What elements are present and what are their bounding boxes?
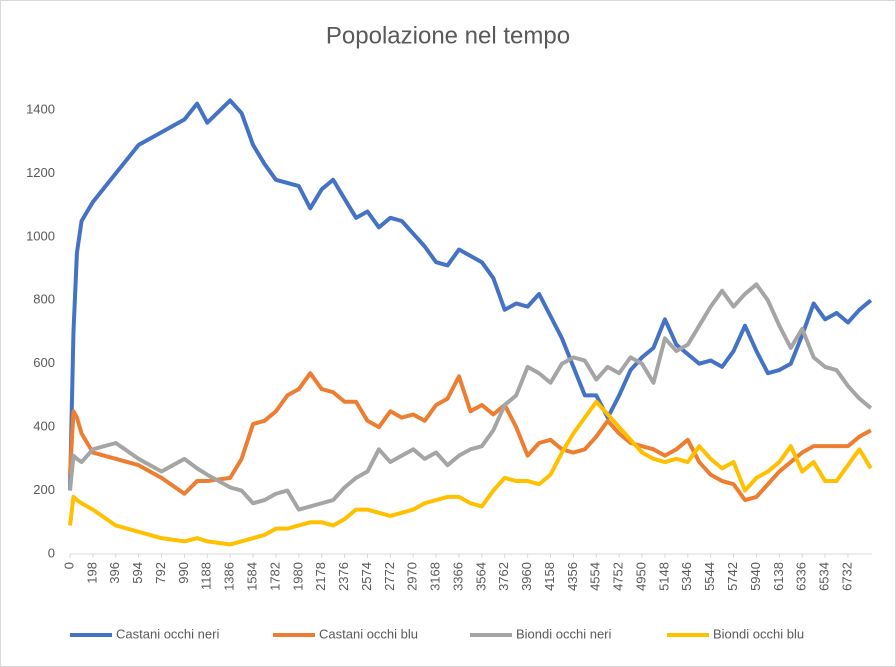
x-tick-label: 990	[176, 562, 191, 584]
x-tick-label: 396	[107, 562, 122, 584]
x-tick-label: 1782	[267, 562, 282, 591]
x-tick-label: 5346	[679, 562, 694, 591]
x-tick-label: 4950	[633, 562, 648, 591]
legend-label: Biondi occhi blu	[713, 626, 804, 641]
x-tick-label: 2574	[359, 562, 374, 591]
x-tick-label: 6138	[771, 562, 786, 591]
x-tick-label: 1386	[222, 562, 237, 591]
legend-label: Castani occhi neri	[116, 626, 219, 641]
series-line	[68, 399, 873, 547]
x-tick-label: 198	[84, 562, 99, 584]
x-tick-label: 1188	[199, 562, 214, 590]
x-tick-label: 2772	[382, 562, 397, 591]
y-tick-label: 1000	[26, 228, 55, 243]
x-tick-label: 3564	[473, 562, 488, 591]
y-tick-label: 400	[33, 419, 55, 434]
x-tick-label: 2178	[313, 562, 328, 591]
y-tick-label: 200	[33, 482, 55, 497]
x-tick-label: 5742	[725, 562, 740, 591]
series-line	[68, 282, 873, 512]
series-line	[68, 98, 873, 491]
y-tick-label: 0	[48, 545, 55, 560]
x-tick-label: 5148	[656, 562, 671, 591]
x-tick-label: 3762	[496, 562, 511, 591]
y-tick-label: 600	[33, 355, 55, 370]
series-line	[68, 371, 872, 503]
x-tick-label: 1584	[244, 562, 259, 591]
legend-label: Castani occhi blu	[319, 626, 418, 641]
x-tick-label: 0	[61, 562, 76, 569]
x-tick-label: 4158	[542, 562, 557, 591]
x-tick-label: 4356	[565, 562, 580, 591]
x-tick-label: 4752	[611, 562, 626, 591]
chart-title: Popolazione nel tempo	[326, 22, 570, 49]
x-tick-label: 1980	[290, 562, 305, 591]
x-tick-label: 6336	[794, 562, 809, 591]
y-tick-label: 1400	[26, 101, 55, 116]
x-tick-label: 6534	[817, 562, 832, 591]
legend-label: Biondi occhi neri	[516, 626, 611, 641]
x-tick-label: 5544	[702, 562, 717, 591]
x-tick-label: 3960	[519, 562, 534, 591]
x-tick-label: 3168	[428, 562, 443, 591]
y-tick-label: 1200	[26, 165, 55, 180]
x-tick-label: 4554	[588, 562, 603, 591]
x-tick-label: 5940	[748, 562, 763, 591]
x-tick-label: 3366	[450, 562, 465, 591]
x-tick-label: 2376	[336, 562, 351, 591]
x-tick-label: 6732	[839, 562, 854, 591]
x-tick-label: 792	[153, 562, 168, 584]
x-tick-label: 594	[130, 562, 145, 584]
y-tick-label: 800	[33, 292, 55, 307]
x-tick-label: 2970	[405, 562, 420, 591]
